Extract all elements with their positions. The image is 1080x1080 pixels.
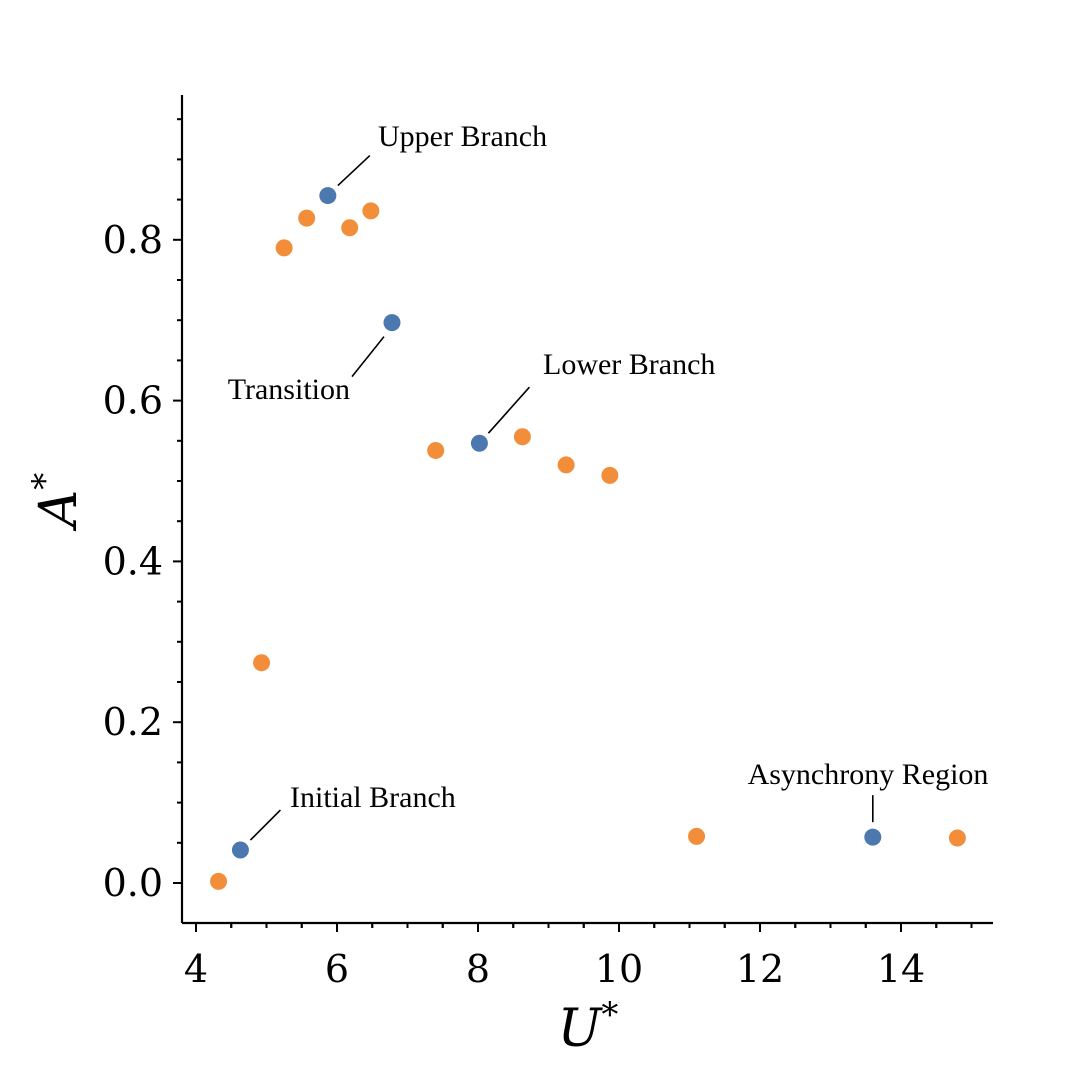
orange-data-point — [298, 209, 316, 227]
annotation-leader-line — [249, 809, 281, 841]
annotation-label: Lower Branch — [543, 348, 715, 381]
annotation-label: Upper Branch — [378, 120, 547, 153]
x-tick-label: 10 — [595, 947, 643, 991]
x-tick-label: 8 — [466, 947, 490, 991]
orange-data-point — [601, 466, 619, 484]
annotation-leader-line — [487, 386, 531, 434]
y-tick-label: 0.2 — [103, 700, 163, 744]
blue-data-point — [864, 828, 882, 846]
blue-data-point — [231, 841, 249, 859]
orange-data-point — [341, 219, 359, 237]
x-tick-label: 12 — [736, 947, 784, 991]
annotation-label: Asynchrony Region — [748, 758, 989, 791]
orange-data-point — [557, 456, 575, 474]
annotation-label: Initial Branch — [290, 781, 456, 814]
y-tick-label: 0.0 — [103, 861, 163, 905]
orange-data-point — [688, 827, 706, 845]
x-tick-label: 4 — [184, 947, 208, 991]
orange-data-point — [362, 202, 380, 220]
orange-data-point — [948, 829, 966, 847]
orange-data-point — [210, 872, 228, 890]
y-tick-label: 0.8 — [103, 218, 163, 262]
data-points — [210, 187, 966, 890]
annotation-leader-line — [351, 336, 385, 378]
blue-data-point — [383, 314, 401, 332]
orange-data-point — [513, 428, 531, 446]
blue-data-point — [470, 434, 488, 452]
blue-data-point — [319, 187, 337, 205]
y-axis-title: A* — [25, 473, 89, 532]
annotations: Upper Branch Transition Lower Branch Initia… — [228, 120, 989, 841]
y-tick-label: 0.4 — [103, 539, 163, 583]
x-tick-label: 14 — [877, 947, 925, 991]
x-axis-title: U* — [558, 995, 619, 1059]
annotation-leader-line — [337, 154, 371, 187]
annotation-label: Transition — [228, 373, 350, 406]
axis-ticks: 4 6 8 10 12 14 0.0 0.2 0.4 0.6 0.8 — [103, 118, 973, 991]
x-tick-label: 6 — [325, 947, 349, 991]
orange-data-point — [427, 441, 445, 459]
orange-data-point — [253, 654, 271, 672]
y-tick-label: 0.6 — [103, 379, 163, 423]
orange-data-point — [275, 239, 293, 257]
